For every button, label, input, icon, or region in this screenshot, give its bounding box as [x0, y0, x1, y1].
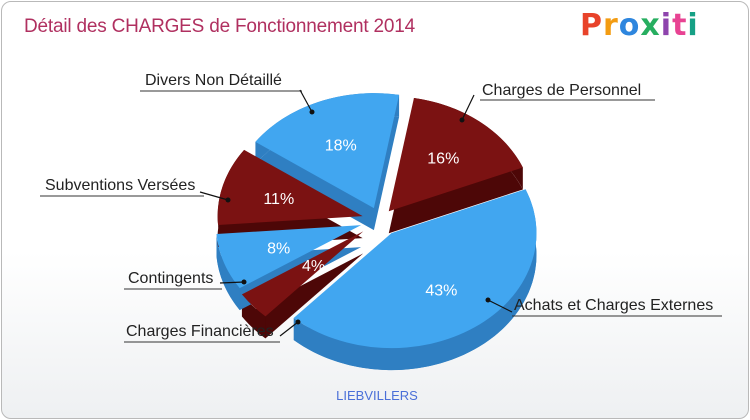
chart-title: Détail des CHARGES de Fonctionnement 201… — [24, 16, 416, 37]
leader-arrowhead — [295, 319, 301, 325]
pie-slice-achats-et-charges-externes — [293, 189, 537, 349]
leader-arrowhead — [485, 297, 491, 303]
pie-slice-charges-de-personnel — [388, 98, 523, 212]
leader-line — [279, 321, 299, 337]
pie-percent-label: 8% — [267, 240, 290, 257]
leader-line — [487, 299, 513, 313]
pie-slice-side — [241, 253, 364, 339]
logo-letter: i — [660, 8, 673, 43]
logo-letter: i — [687, 8, 699, 43]
pie-percent-label: 16% — [427, 150, 459, 167]
pie-percent-label: 4% — [302, 258, 325, 275]
pie-percent-label: 18% — [325, 137, 357, 154]
logo-letter: r — [603, 8, 619, 43]
pie-percent-label: 43% — [425, 283, 457, 300]
leader-arrowhead — [309, 109, 315, 115]
logo-letter: t — [672, 8, 688, 43]
pie-slice-contingents — [216, 225, 362, 289]
category-label: Contingents — [128, 270, 213, 287]
logo-letter: P — [580, 8, 603, 43]
leader-line — [199, 191, 229, 201]
category-label: Achats et Charges Externes — [514, 297, 713, 314]
pie-slice-charges-financi-res — [241, 231, 364, 317]
leader-arrowhead — [459, 117, 465, 123]
pie-slice-edge — [216, 233, 240, 311]
leader-line — [461, 94, 475, 121]
pie-slice-divers-non-d-taill- — [255, 93, 400, 209]
leader-line — [299, 89, 313, 113]
pie-percent-label: 11% — [263, 191, 294, 208]
pie-slice-subventions-vers-es — [217, 149, 363, 225]
pie-slice-edge — [293, 189, 537, 371]
category-label: Divers Non Détaillé — [145, 72, 282, 89]
category-label: Subventions Versées — [45, 177, 195, 194]
leader-line — [219, 281, 245, 284]
commune-caption: LIEBVILLERS — [336, 388, 418, 403]
proxiti-logo: Proxiti — [580, 8, 699, 43]
logo-letter: x — [640, 8, 661, 43]
category-label: Charges de Personnel — [482, 82, 641, 99]
leader-arrowhead — [241, 279, 247, 285]
leader-arrowhead — [225, 197, 231, 203]
category-label: Charges Financières — [126, 323, 274, 340]
logo-letter: o — [618, 8, 641, 43]
